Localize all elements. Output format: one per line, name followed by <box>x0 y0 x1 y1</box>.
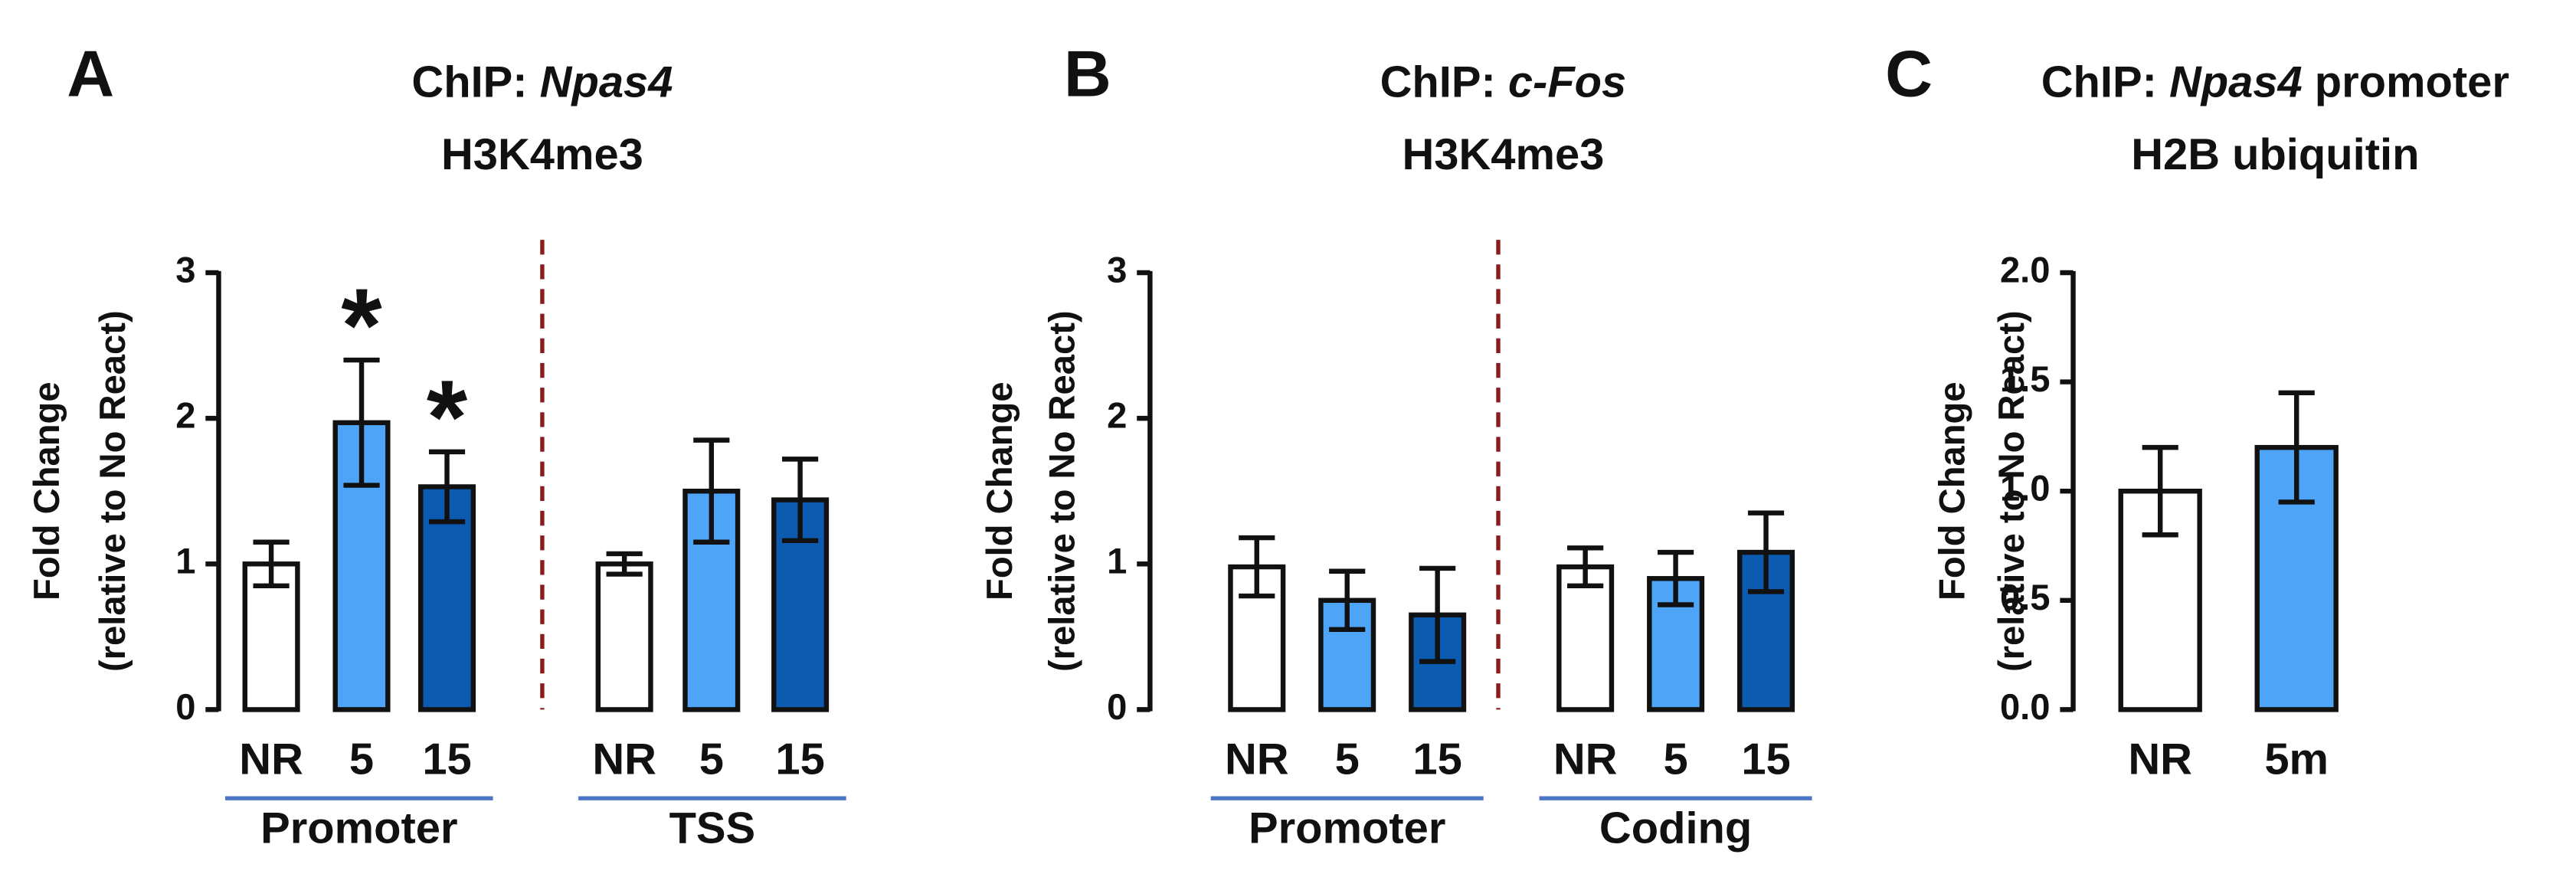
x-tick-label: 5m <box>2264 735 2329 784</box>
y-tick-label: 1.0 <box>2000 468 2051 509</box>
x-tick-label: 5 <box>349 735 374 784</box>
x-tick-label: 5 <box>699 735 724 784</box>
y-tick-label: 2 <box>175 395 195 436</box>
y-tick-label: 2.0 <box>2000 249 2051 290</box>
x-tick-label: NR <box>1553 735 1618 784</box>
y-axis-label: Fold Change <box>979 381 1020 601</box>
significance-mark: * <box>427 359 468 476</box>
y-tick-label: 0.0 <box>2000 686 2051 727</box>
x-tick-label: 15 <box>422 735 471 784</box>
group-label: Promoter <box>260 804 457 853</box>
panel-label: A <box>67 38 114 111</box>
x-tick-label: 15 <box>775 735 824 784</box>
y-tick-label: 3 <box>1107 249 1127 290</box>
y-axis-label: Fold Change <box>1932 381 1972 601</box>
panel-label: C <box>1885 38 1933 111</box>
y-tick-label: 1 <box>1107 541 1127 581</box>
bar <box>1556 564 1615 712</box>
y-tick-label: 1.5 <box>2000 358 2051 399</box>
y-tick-label: 0.5 <box>2000 577 2051 617</box>
chart-title: ChIP: c-Fos <box>1380 58 1627 107</box>
y-tick-label: 2 <box>1107 395 1127 436</box>
chart-title: H3K4me3 <box>441 130 643 179</box>
x-tick-label: NR <box>2128 735 2192 784</box>
chart-title: H2B ubiquitin <box>2131 130 2419 179</box>
y-axis-label: (relative to No React) <box>1991 310 2031 672</box>
chart-title: ChIP: Npas4 <box>411 58 673 107</box>
significance-mark: * <box>341 267 382 385</box>
panel-label: B <box>1064 38 1111 111</box>
x-tick-label: 15 <box>1412 735 1461 784</box>
y-tick-label: 0 <box>1107 686 1127 727</box>
chart-title: ChIP: Npas4 promoter <box>2041 58 2509 107</box>
chart-title: H3K4me3 <box>1402 130 1604 179</box>
group-label: Coding <box>1599 804 1752 853</box>
x-tick-label: NR <box>239 735 303 784</box>
bar <box>332 420 391 712</box>
y-tick-label: 0 <box>175 686 195 727</box>
group-label: TSS <box>669 804 756 853</box>
x-tick-label: 15 <box>1741 735 1790 784</box>
x-tick-label: 5 <box>1663 735 1687 784</box>
x-tick-label: NR <box>592 735 656 784</box>
y-axis-label: Fold Change <box>26 381 67 601</box>
y-axis-label: (relative to No React) <box>92 310 133 672</box>
y-tick-label: 3 <box>175 249 195 290</box>
bar <box>595 561 653 712</box>
group-label: Promoter <box>1249 804 1445 853</box>
x-tick-label: 5 <box>1335 735 1360 784</box>
y-axis-label: (relative to No React) <box>1041 310 1082 672</box>
y-tick-label: 1 <box>175 541 195 581</box>
x-tick-label: NR <box>1225 735 1289 784</box>
